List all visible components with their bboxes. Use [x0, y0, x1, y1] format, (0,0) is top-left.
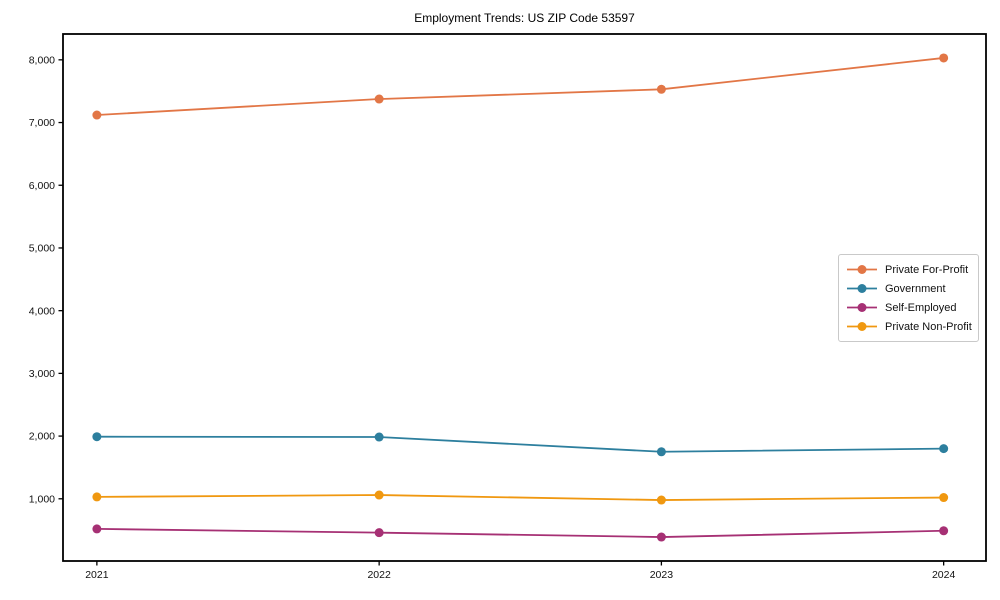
- y-axis-tick-label: 1,000: [29, 493, 55, 505]
- y-axis-tick-label: 4,000: [29, 305, 55, 317]
- plot-border: [62, 33, 987, 562]
- data-point-self-employed-2021: [92, 524, 102, 534]
- data-point-government-2022: [374, 432, 384, 442]
- legend-item-private-non-profit: Private Non-Profit: [846, 320, 972, 333]
- y-axis-tick-label: 6,000: [29, 180, 55, 192]
- data-point-government-2024: [939, 444, 949, 454]
- legend-label-private-non-profit: Private Non-Profit: [885, 320, 972, 333]
- legend-label-government: Government: [885, 282, 946, 295]
- legend: Private For-Profit Government Self-Employe…: [838, 254, 979, 342]
- x-axis-tick-label: 2023: [650, 569, 674, 581]
- data-point-self-employed-2024: [939, 526, 949, 536]
- y-axis: 1,000 2,000 3,000 4,000 5,000 6,000 7,000 8,000: [29, 54, 63, 505]
- data-point-private-for-profit-2023: [656, 84, 666, 94]
- legend-item-self-employed: Self-Employed: [846, 302, 971, 314]
- y-axis-tick-label: 8,000: [29, 54, 55, 66]
- legend-marker-government: [847, 284, 877, 293]
- x-axis-tick-label: 2021: [85, 569, 109, 581]
- data-point-private-non-profit-2023: [656, 495, 666, 505]
- x-axis-tick-label: 2022: [367, 569, 391, 581]
- x-axis: 2021 2022 2023 2024: [85, 561, 955, 581]
- legend-marker-private-for-profit: [847, 265, 877, 274]
- data-point-self-employed-2023: [656, 532, 666, 542]
- series-self-employed: [92, 524, 949, 542]
- data-point-private-for-profit-2022: [374, 94, 384, 104]
- data-point-government-2021: [92, 432, 102, 442]
- data-point-private-for-profit-2024: [939, 53, 949, 63]
- data-point-private-non-profit-2021: [92, 492, 102, 502]
- series-line-government: [95, 435, 945, 453]
- legend-label-self-employed: Self-Employed: [885, 301, 957, 314]
- series-private-non-profit: [92, 490, 949, 505]
- y-axis-tick-label: 7,000: [29, 117, 55, 129]
- data-point-private-for-profit-2021: [92, 110, 102, 120]
- data-point-government-2023: [656, 447, 666, 457]
- legend-label-private-for-profit: Private For-Profit: [885, 263, 969, 276]
- series-private-for-profit: [92, 53, 949, 120]
- series-line-private-for-profit: [95, 57, 945, 116]
- legend-item-private-for-profit: Private For-Profit: [846, 264, 971, 276]
- legend-item-government: Government: [846, 283, 971, 295]
- legend-marker-private-non-profit: [847, 322, 877, 331]
- legend-marker-self-employed: [847, 303, 877, 312]
- y-axis-tick-label: 5,000: [29, 243, 55, 255]
- series-line-private-non-profit: [95, 494, 945, 501]
- x-axis-tick-label: 2024: [932, 569, 956, 581]
- data-point-private-non-profit-2024: [939, 493, 949, 503]
- data-point-private-non-profit-2022: [374, 490, 384, 500]
- y-axis-tick-label: 3,000: [29, 368, 55, 380]
- data-point-self-employed-2022: [374, 528, 384, 538]
- y-axis-tick-label: 2,000: [29, 431, 55, 443]
- chart-title: Employment Trends: US ZIP Code 53597: [414, 11, 635, 25]
- series-line-self-employed: [95, 527, 945, 538]
- series-government: [92, 432, 949, 457]
